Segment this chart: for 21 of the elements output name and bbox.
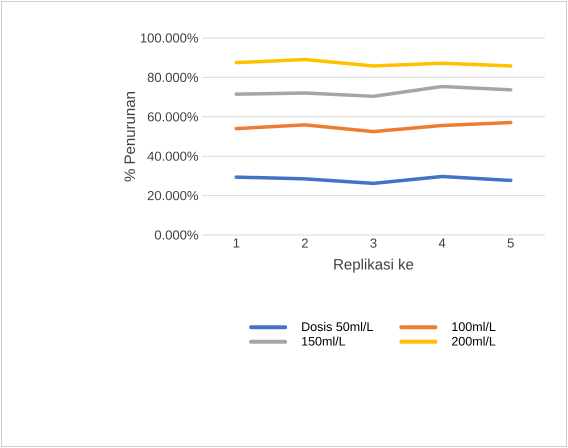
legend-label: 100ml/L	[452, 322, 496, 332]
legend-label: Dosis 50ml/L	[302, 322, 373, 332]
x-tick-label: 3	[370, 238, 377, 248]
y-tick-label: 60.000%	[148, 112, 198, 122]
x-tick-label: 1	[234, 238, 240, 248]
line-series	[234, 174, 512, 186]
y-axis-title: % Penurunan	[124, 92, 136, 182]
x-tick-label: 2	[302, 238, 308, 248]
line-series	[234, 84, 512, 98]
x-tick-label: 4	[438, 238, 446, 248]
legend-label: 200ml/L	[452, 336, 496, 346]
y-tick-label: 80.000%	[148, 72, 198, 82]
y-tick-label: 20.000%	[148, 190, 198, 200]
y-tick-label: 100.000%	[140, 33, 198, 43]
line-series	[234, 120, 512, 134]
legend-label: 150ml/L	[302, 336, 346, 346]
line-series	[234, 58, 512, 68]
y-tick-label: 40.000%	[147, 152, 198, 161]
x-axis-title: Replikasi ke	[334, 258, 414, 273]
x-tick-label: 5	[508, 238, 514, 248]
y-tick-label: 0.000%	[154, 230, 198, 240]
